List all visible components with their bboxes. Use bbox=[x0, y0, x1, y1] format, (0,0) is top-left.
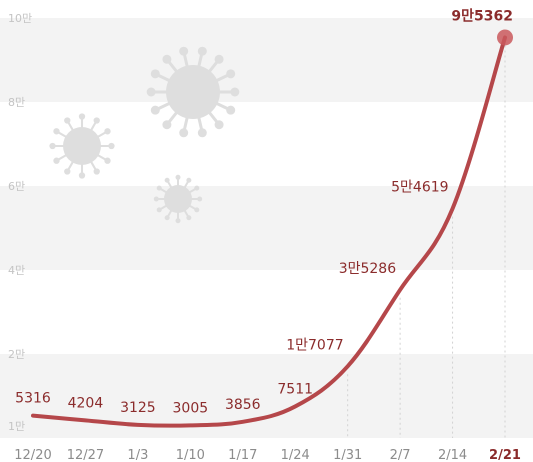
x-tick-label: 2/14 bbox=[438, 448, 467, 462]
x-tick-label: 2/21 bbox=[489, 448, 521, 462]
x-tick-label: 1/10 bbox=[176, 448, 205, 462]
background-band bbox=[0, 354, 533, 438]
data-label: 5316 bbox=[15, 391, 51, 407]
x-tick-label: 12/27 bbox=[67, 448, 104, 462]
x-tick-label: 12/20 bbox=[14, 448, 51, 462]
y-tick-label: 6만 bbox=[8, 180, 25, 193]
series-line bbox=[31, 35, 507, 428]
data-label: 9만5362 bbox=[451, 8, 513, 24]
data-label: 3005 bbox=[173, 400, 209, 416]
data-label: 3856 bbox=[225, 397, 261, 413]
data-label: 3125 bbox=[120, 400, 156, 416]
y-tick-label: 1만 bbox=[8, 420, 25, 433]
virus-icon-small bbox=[153, 174, 203, 224]
x-tick-label: 1/17 bbox=[228, 448, 257, 462]
data-point-marker bbox=[497, 29, 513, 46]
x-tick-label: 1/31 bbox=[333, 448, 362, 462]
data-label: 5만4619 bbox=[391, 180, 448, 196]
y-tick-label: 4만 bbox=[8, 264, 25, 277]
data-label: 3만5286 bbox=[339, 261, 397, 277]
data-label: 1만7077 bbox=[286, 337, 343, 353]
data-label: 4204 bbox=[68, 395, 104, 411]
x-tick-label: 2/7 bbox=[390, 448, 411, 462]
y-tick-label: 8만 bbox=[8, 96, 25, 109]
x-tick-label: 1/24 bbox=[281, 448, 310, 462]
virus-icon-large bbox=[146, 46, 240, 138]
x-tick-label: 1/3 bbox=[127, 448, 148, 462]
data-label: 7511 bbox=[277, 381, 313, 397]
y-tick-label: 2만 bbox=[8, 348, 25, 361]
virus-icon-medium bbox=[49, 113, 115, 179]
background-band bbox=[0, 18, 533, 102]
y-tick-label: 10만 bbox=[8, 12, 32, 25]
